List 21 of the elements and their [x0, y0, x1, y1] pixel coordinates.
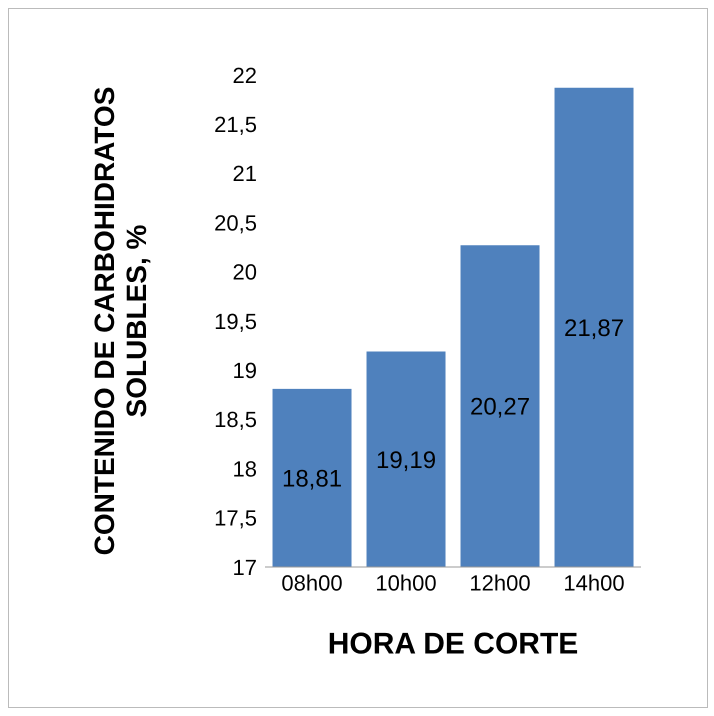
data-label: 21,87 — [564, 314, 624, 342]
y-tick-label: 18,5 — [214, 407, 257, 432]
y-tick-label: 21,5 — [214, 112, 257, 138]
y-tick-label: 19 — [232, 358, 257, 384]
x-tick-label: 10h00 — [375, 570, 437, 596]
x-tick-label: 08h00 — [281, 570, 343, 596]
y-tick-label: 17,5 — [214, 506, 257, 531]
y-tick-label: 17 — [232, 554, 257, 580]
y-tick-label: 22 — [232, 62, 257, 88]
y-tick-label: 21 — [232, 161, 257, 186]
y-axis-title: CONTENIDO DE CARBOHIDRATOS SOLUBLES, % — [89, 86, 152, 556]
data-label: 18,81 — [282, 465, 342, 492]
x-tick-label: 12h00 — [469, 570, 531, 596]
y-tick-label: 20 — [232, 260, 257, 285]
data-label: 20,27 — [470, 394, 530, 421]
y-tick-label: 19,5 — [214, 308, 257, 334]
x-tick-label: 14h00 — [563, 570, 625, 596]
data-label: 19,19 — [376, 446, 436, 474]
y-tick-label: 20,5 — [214, 210, 257, 236]
y-tick-label: 18 — [232, 456, 257, 482]
x-axis-title: HORA DE CORTE — [328, 627, 578, 660]
